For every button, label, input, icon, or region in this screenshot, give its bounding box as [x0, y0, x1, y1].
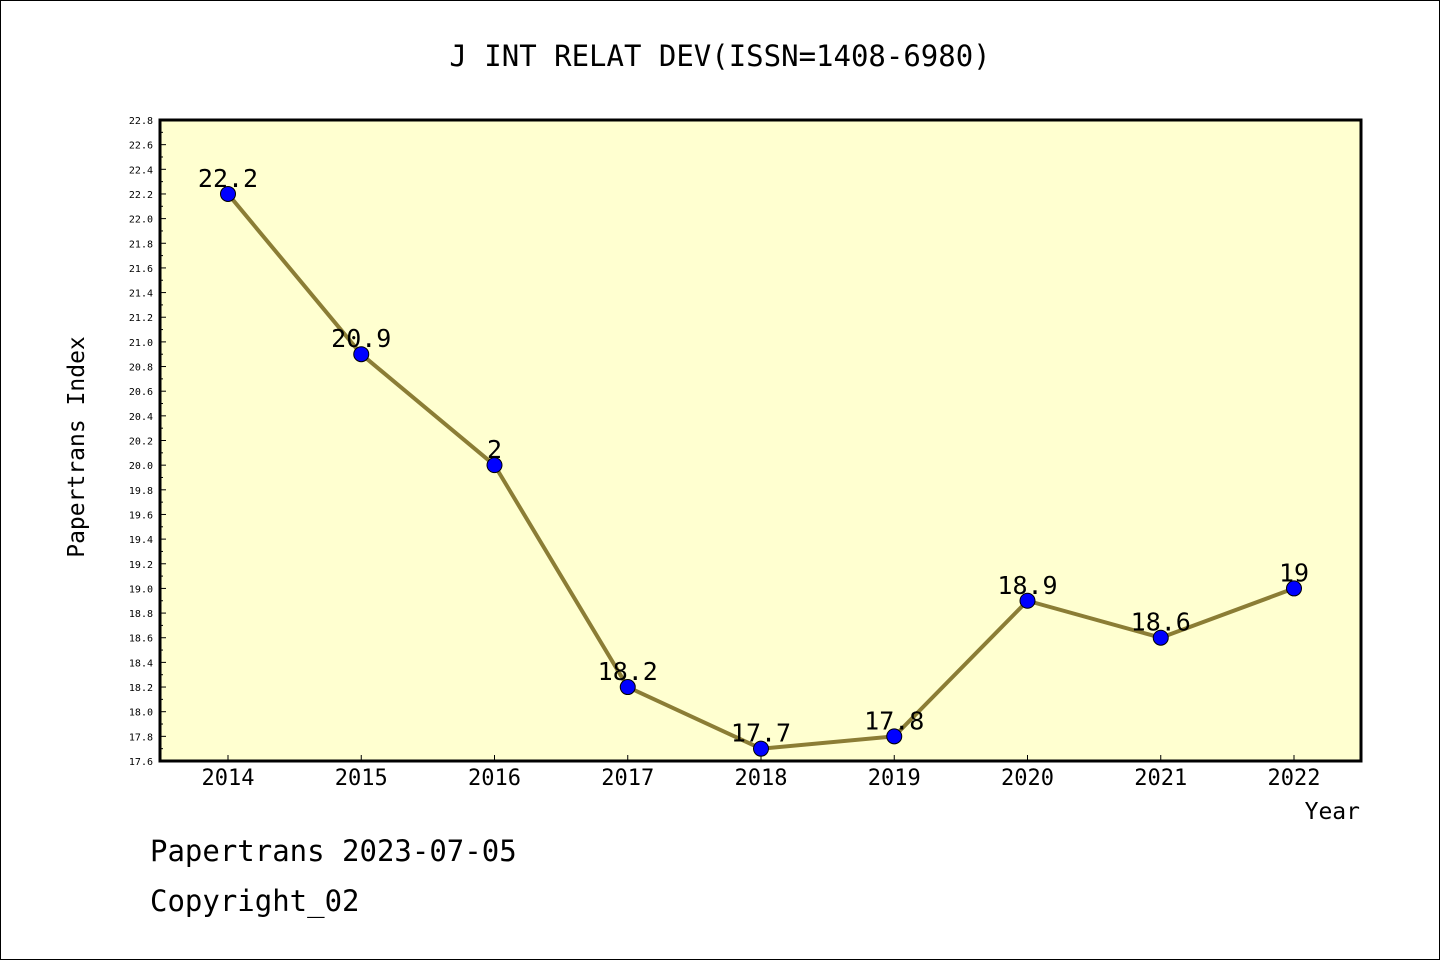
data-point — [486, 457, 503, 474]
data-label: 19 — [1279, 558, 1309, 587]
data-point — [619, 679, 636, 696]
y-tick-label: 22.2 — [129, 190, 153, 201]
data-label: 18.9 — [997, 571, 1057, 600]
y-tick-label: 20.8 — [129, 363, 153, 374]
x-tick-label: 2022 — [1268, 766, 1321, 791]
x-tick-label: 2015 — [335, 766, 388, 791]
y-tick-label: 18.2 — [129, 683, 153, 694]
footer-copyright: Copyright_02 — [150, 884, 360, 918]
y-tick-label: 17.6 — [129, 757, 153, 768]
data-label: 20.9 — [331, 324, 391, 353]
data-point — [353, 346, 370, 363]
y-axis: 17.6 17.8 18.0 18.2 18.4 18.6 18.8 19.0 19.2 19.4… — [129, 116, 166, 768]
y-tick-label: 18.6 — [129, 634, 153, 645]
data-point — [1286, 580, 1302, 597]
x-tick-label: 2021 — [1134, 766, 1187, 791]
data-point — [220, 185, 236, 202]
x-axis: 2014 2015 2016 2017 2018 2019 2020 2021 2022 — [202, 755, 1321, 791]
y-tick-label: 19.2 — [129, 560, 153, 571]
footer-date: Papertrans 2023-07-05 — [150, 834, 517, 868]
x-tick-label: 2020 — [1001, 766, 1054, 791]
data-point — [1019, 592, 1036, 609]
chart-title: J INT RELAT DEV(ISSN=1408-6980) — [449, 39, 990, 73]
y-tick-label: 17.8 — [129, 732, 153, 743]
x-tick-label: 2018 — [735, 766, 788, 791]
y-tick-label: 21.8 — [129, 239, 153, 250]
x-axis-label: Year — [1305, 799, 1360, 825]
y-tick-label: 19.4 — [129, 535, 153, 546]
data-point — [753, 740, 769, 757]
y-tick-label: 20.2 — [129, 437, 153, 448]
y-tick-label: 22.6 — [129, 141, 153, 152]
y-tick-label: 21.2 — [129, 313, 153, 324]
y-tick-label: 22.4 — [129, 165, 153, 176]
data-label: 17.8 — [864, 706, 924, 735]
y-tick-label: 19.6 — [129, 510, 153, 521]
y-tick-label: 21.0 — [129, 338, 153, 349]
x-tick-label: 2014 — [202, 766, 255, 791]
y-tick-label: 22.0 — [129, 215, 153, 226]
y-tick-label: 18.0 — [129, 708, 153, 719]
x-tick-label: 2017 — [601, 766, 654, 791]
data-point — [1152, 629, 1169, 646]
y-tick-label: 18.4 — [129, 658, 153, 669]
data-label: 22.2 — [198, 164, 258, 193]
y-tick-label: 20.4 — [129, 412, 153, 423]
y-tick-label: 19.8 — [129, 486, 153, 497]
data-label: 18.6 — [1131, 608, 1191, 637]
data-label: 2 — [487, 435, 502, 464]
y-axis-label: Papertrans Index — [64, 336, 90, 558]
y-tick-label: 21.6 — [129, 264, 153, 275]
series-0: 22.2 20.9 2 18.2 17.7 17.8 18.9 18.6 19 — [198, 164, 1309, 757]
y-tick-label: 19.0 — [129, 584, 153, 595]
y-tick-label: 18.8 — [129, 609, 153, 620]
y-tick-label: 20.6 — [129, 387, 153, 398]
y-tick-label: 21.4 — [129, 289, 153, 300]
x-tick-label: 2016 — [468, 766, 521, 791]
data-label: 18.2 — [598, 657, 658, 686]
data-point — [886, 728, 903, 745]
y-tick-label: 20.0 — [129, 461, 153, 472]
x-tick-label: 2019 — [868, 766, 921, 791]
y-tick-label: 22.8 — [129, 116, 153, 127]
plot-area — [158, 118, 1363, 763]
data-label: 17.7 — [731, 719, 791, 748]
